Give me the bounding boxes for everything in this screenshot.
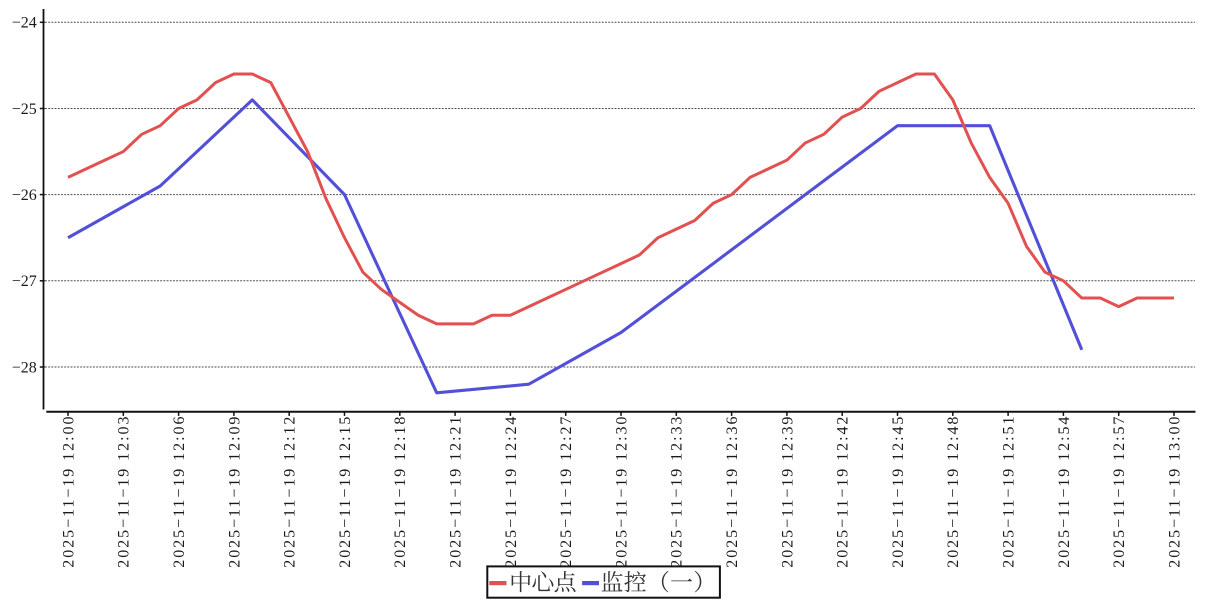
svg-text:−28: −28 xyxy=(12,359,37,376)
svg-text:2025−11−19 12:45: 2025−11−19 12:45 xyxy=(890,415,907,568)
svg-text:2025−11−19 12:36: 2025−11−19 12:36 xyxy=(724,415,741,568)
svg-text:−24: −24 xyxy=(12,15,37,32)
svg-text:2025−11−19 12:24: 2025−11−19 12:24 xyxy=(503,415,520,568)
svg-text:2025−11−19 12:33: 2025−11−19 12:33 xyxy=(669,415,686,568)
svg-text:2025−11−19 12:27: 2025−11−19 12:27 xyxy=(558,415,575,568)
svg-text:2025−11−19 12:15: 2025−11−19 12:15 xyxy=(337,415,354,568)
svg-text:2025−11−19 12:00: 2025−11−19 12:00 xyxy=(60,415,77,568)
svg-text:2025−11−19 12:18: 2025−11−19 12:18 xyxy=(392,415,409,568)
svg-text:−27: −27 xyxy=(12,273,37,290)
svg-text:2025−11−19 12:42: 2025−11−19 12:42 xyxy=(835,415,852,568)
svg-text:2025−11−19 12:06: 2025−11−19 12:06 xyxy=(171,415,188,568)
svg-text:2025−11−19 13:00: 2025−11−19 13:00 xyxy=(1166,415,1183,568)
svg-text:−25: −25 xyxy=(12,101,37,118)
svg-text:2025−11−19 12:12: 2025−11−19 12:12 xyxy=(282,415,299,568)
svg-text:2025−11−19 12:30: 2025−11−19 12:30 xyxy=(613,415,630,568)
svg-text:2025−11−19 12:21: 2025−11−19 12:21 xyxy=(448,415,465,568)
svg-text:2025−11−19 12:51: 2025−11−19 12:51 xyxy=(1001,415,1018,568)
svg-text:2025−11−19 12:54: 2025−11−19 12:54 xyxy=(1056,415,1073,568)
svg-text:−26: −26 xyxy=(12,187,37,204)
svg-text:2025−11−19 12:09: 2025−11−19 12:09 xyxy=(226,415,243,568)
svg-text:2025−11−19 12:57: 2025−11−19 12:57 xyxy=(1111,415,1128,568)
svg-text:2025−11−19 12:48: 2025−11−19 12:48 xyxy=(945,415,962,568)
svg-text:2025−11−19 12:03: 2025−11−19 12:03 xyxy=(116,415,133,568)
svg-text:2025−11−19 12:39: 2025−11−19 12:39 xyxy=(779,415,796,568)
